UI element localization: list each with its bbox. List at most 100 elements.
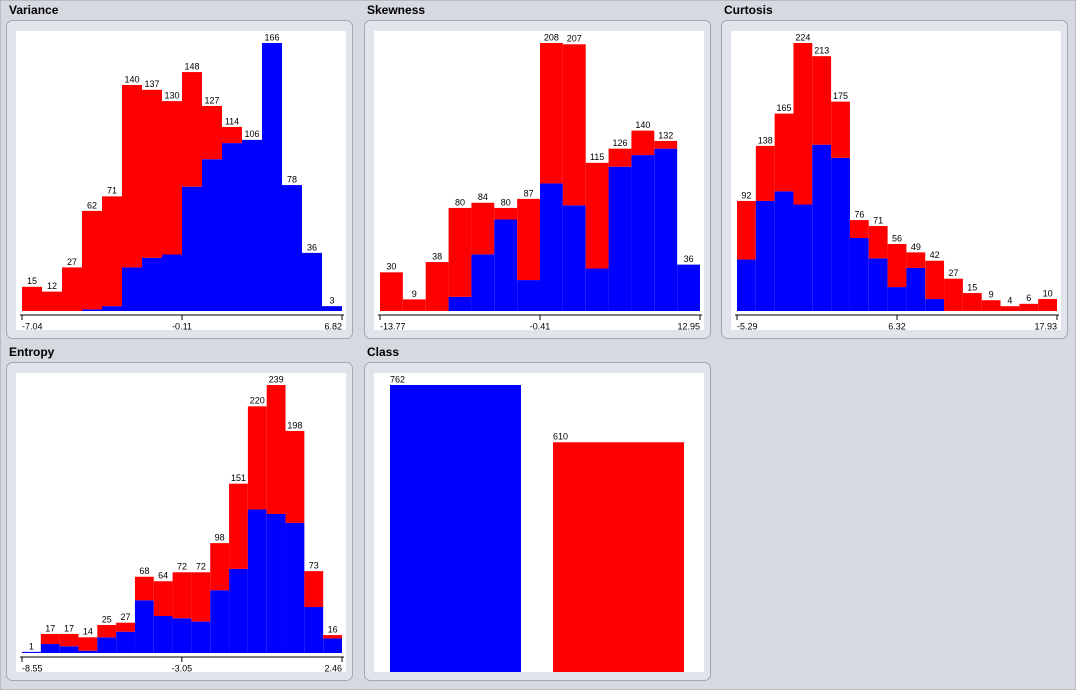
bar-label: 114 bbox=[225, 116, 239, 126]
bar-label: 1 bbox=[29, 641, 34, 651]
bar-label: 42 bbox=[930, 250, 940, 260]
bar-segment bbox=[102, 306, 122, 311]
bar-segment bbox=[191, 572, 211, 622]
bar-segment bbox=[517, 280, 540, 311]
x-tick-label: 6.32 bbox=[888, 321, 906, 331]
bar-segment bbox=[82, 210, 102, 310]
bar-segment bbox=[210, 543, 230, 591]
bar-label: 15 bbox=[27, 276, 37, 286]
bar-segment bbox=[210, 590, 230, 653]
bar-segment bbox=[266, 385, 286, 514]
bar-segment bbox=[1019, 303, 1039, 311]
bar-segment bbox=[262, 43, 282, 311]
bar-segment bbox=[380, 272, 403, 311]
bar-label: 148 bbox=[184, 61, 199, 71]
bar-label: 49 bbox=[911, 242, 921, 252]
bar-segment bbox=[102, 196, 122, 307]
bar-segment bbox=[517, 198, 540, 281]
x-tick-label: 17.93 bbox=[1034, 321, 1057, 331]
bar-segment bbox=[22, 286, 42, 311]
bar-segment bbox=[222, 126, 242, 144]
bar-segment bbox=[962, 293, 982, 311]
bar-label: 71 bbox=[107, 186, 117, 196]
x-tick-label: -0.41 bbox=[530, 321, 551, 331]
bar-segment bbox=[774, 191, 794, 311]
bar-label: 126 bbox=[612, 138, 627, 148]
bar-segment bbox=[116, 622, 135, 632]
bar-label: 166 bbox=[264, 32, 279, 42]
bar-label: 72 bbox=[177, 562, 187, 572]
bar-label: 137 bbox=[144, 79, 159, 89]
bar-segment bbox=[97, 637, 117, 653]
bar-segment bbox=[323, 635, 342, 639]
bar-segment bbox=[242, 139, 262, 311]
bar-segment bbox=[448, 296, 472, 311]
bar-segment bbox=[925, 299, 945, 311]
bar-segment bbox=[285, 430, 305, 523]
bar-segment bbox=[608, 166, 632, 311]
bar-segment bbox=[62, 267, 82, 311]
bar-segment bbox=[402, 299, 426, 311]
bar-label: 207 bbox=[567, 34, 582, 44]
bar-segment bbox=[247, 406, 267, 510]
bar-label: 16 bbox=[328, 624, 338, 634]
bar-label: 132 bbox=[658, 130, 673, 140]
bar-segment bbox=[887, 244, 907, 288]
bar bbox=[390, 385, 521, 672]
x-tick-label: -3.05 bbox=[172, 663, 193, 673]
x-tick-label: 12.95 bbox=[677, 321, 700, 331]
bar-segment bbox=[831, 157, 850, 311]
bar-segment bbox=[1000, 306, 1020, 311]
bar-segment bbox=[122, 84, 142, 268]
bar-segment bbox=[82, 309, 102, 311]
bar-label: 56 bbox=[892, 233, 902, 243]
bar-segment bbox=[182, 72, 202, 187]
bar-label: 208 bbox=[544, 32, 559, 42]
bar-label: 130 bbox=[164, 90, 179, 100]
bar-label: 12 bbox=[47, 281, 57, 291]
bar-segment bbox=[222, 143, 242, 311]
bar-segment bbox=[585, 268, 609, 311]
bar-segment bbox=[247, 509, 267, 653]
bar-label: 9 bbox=[412, 289, 417, 299]
panel-title: Skewness bbox=[367, 3, 425, 17]
bar-label: 27 bbox=[67, 257, 77, 267]
bar-label: 27 bbox=[948, 268, 958, 278]
bar-segment bbox=[42, 291, 62, 311]
bar-label: 6 bbox=[1026, 293, 1031, 303]
bar-segment bbox=[737, 259, 756, 311]
bar-label: 140 bbox=[635, 120, 650, 130]
bar-segment bbox=[142, 257, 162, 311]
bar-label: 151 bbox=[231, 473, 246, 483]
bar-segment bbox=[282, 185, 302, 311]
bar-segment bbox=[229, 568, 248, 653]
bar-segment bbox=[849, 238, 869, 311]
bar-segment bbox=[494, 219, 518, 311]
bar-segment bbox=[59, 646, 79, 653]
bar-segment bbox=[887, 287, 907, 311]
bar-label: 84 bbox=[478, 192, 488, 202]
panel-title: Class bbox=[367, 345, 399, 359]
bar-segment bbox=[631, 155, 655, 311]
bar-segment bbox=[812, 144, 832, 311]
bar-segment bbox=[737, 200, 756, 260]
bar bbox=[553, 442, 684, 672]
bar-segment bbox=[494, 207, 518, 220]
bar-segment bbox=[793, 43, 813, 205]
bar-label: 80 bbox=[455, 197, 465, 207]
x-tick-label: -7.04 bbox=[22, 321, 43, 331]
bar-segment bbox=[142, 89, 162, 258]
bar-label: 98 bbox=[215, 532, 225, 542]
bar-segment bbox=[448, 207, 472, 297]
bar-label: 4 bbox=[1007, 296, 1012, 306]
bar-segment bbox=[631, 130, 655, 156]
bar-label: 17 bbox=[64, 623, 74, 633]
bar-label: 140 bbox=[124, 74, 139, 84]
bar-segment bbox=[153, 581, 173, 616]
bar-segment bbox=[677, 264, 700, 311]
bar-label: 76 bbox=[854, 209, 864, 219]
bar-segment bbox=[654, 140, 678, 149]
bar-label: 73 bbox=[309, 561, 319, 571]
bar-segment bbox=[302, 252, 322, 311]
bar-segment bbox=[285, 522, 305, 653]
